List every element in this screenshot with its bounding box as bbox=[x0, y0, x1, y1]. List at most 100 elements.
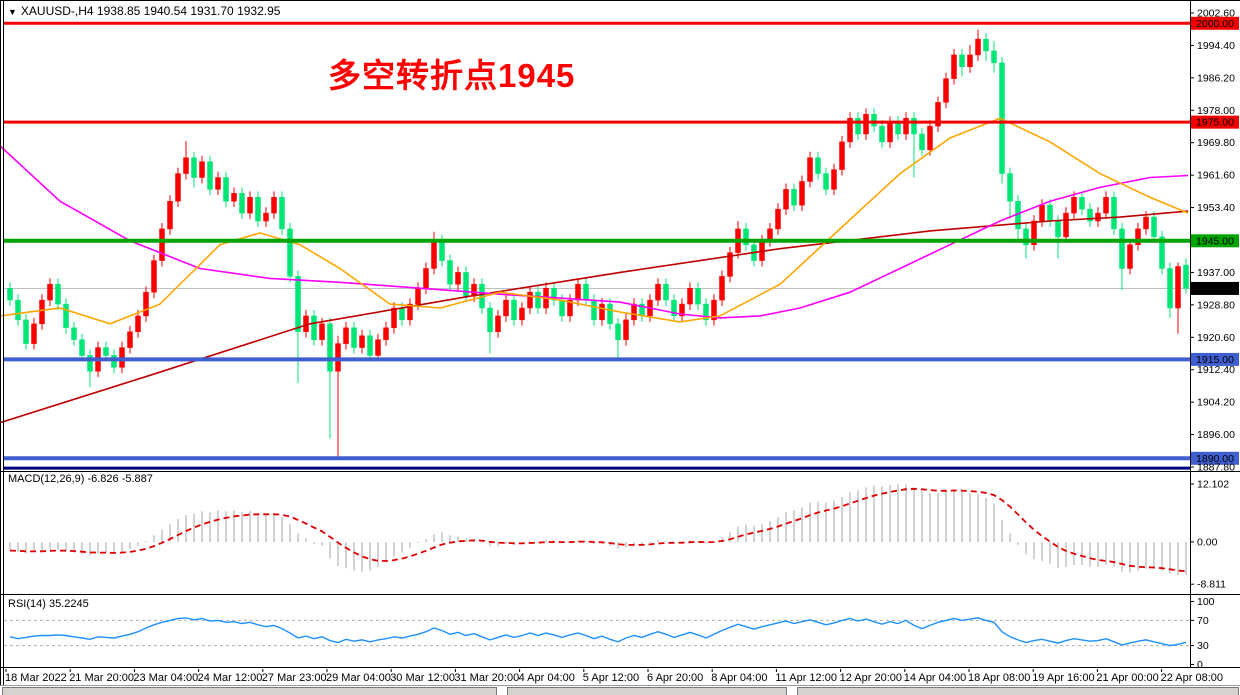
candle-body bbox=[775, 208, 781, 230]
macd-histogram-bar bbox=[1089, 542, 1091, 567]
macd-histogram-bar bbox=[745, 524, 747, 542]
macd-histogram-bar bbox=[1161, 542, 1163, 571]
candle-body bbox=[943, 78, 949, 103]
time-axis-label: 29 Mar 04:00 bbox=[326, 672, 391, 684]
time-axis-label: 5 Apr 12:00 bbox=[583, 672, 639, 684]
candle-body bbox=[127, 331, 133, 348]
candle-body bbox=[703, 303, 709, 321]
candle-body bbox=[1079, 197, 1085, 210]
candle-body bbox=[1031, 220, 1037, 245]
chart-tab[interactable] bbox=[507, 687, 787, 695]
macd-histogram-bar bbox=[825, 502, 827, 542]
macd-histogram-bar bbox=[233, 510, 235, 542]
macd-histogram-bar bbox=[465, 538, 467, 542]
candle-body bbox=[55, 284, 61, 305]
candle-body bbox=[863, 113, 869, 135]
rsi-line bbox=[9, 617, 1187, 647]
price-tick-label: 1994.40 bbox=[1197, 40, 1235, 52]
price-tick-label: 2002.60 bbox=[1197, 8, 1235, 20]
candle-body bbox=[207, 161, 213, 190]
current-price-badge bbox=[1191, 281, 1239, 295]
macd-histogram-bar bbox=[17, 542, 19, 552]
macd-histogram-bar bbox=[225, 511, 227, 542]
macd-histogram-bar bbox=[873, 485, 875, 542]
candle-body bbox=[199, 161, 205, 178]
macd-histogram-bar bbox=[449, 535, 451, 542]
time-axis-label: 24 Mar 12:00 bbox=[198, 672, 263, 684]
macd-histogram-bar bbox=[433, 534, 435, 542]
time-axis-label: 31 Mar 20:00 bbox=[454, 672, 519, 684]
candle-body bbox=[559, 299, 565, 317]
candle-body bbox=[367, 335, 373, 356]
candle-body bbox=[799, 181, 805, 206]
macd-histogram-bar bbox=[409, 542, 411, 548]
macd-histogram-bar bbox=[705, 542, 707, 544]
time-axis-label: 14 Apr 04:00 bbox=[904, 672, 966, 684]
candle-body bbox=[191, 157, 197, 178]
candle-body bbox=[1167, 268, 1173, 309]
candle-body bbox=[503, 299, 509, 317]
macd-histogram-bar bbox=[241, 511, 243, 542]
candle-body bbox=[967, 54, 973, 68]
candle-body bbox=[583, 284, 589, 301]
candle-body bbox=[431, 240, 437, 269]
macd-histogram-bar bbox=[257, 513, 259, 542]
candle-body bbox=[831, 169, 837, 190]
macd-histogram-bar bbox=[1121, 542, 1123, 572]
candle-body bbox=[671, 299, 677, 317]
chart-tab[interactable] bbox=[2, 687, 497, 695]
macd-histogram-bar bbox=[353, 542, 355, 571]
candle-body bbox=[511, 299, 517, 321]
macd-histogram-bar bbox=[1113, 542, 1115, 567]
candle-body bbox=[575, 284, 581, 301]
time-axis-label: 18 Apr 08:00 bbox=[968, 672, 1030, 684]
chart-tab[interactable] bbox=[797, 687, 1239, 695]
macd-histogram-bar bbox=[1025, 542, 1027, 555]
macd-histogram-bar bbox=[969, 493, 971, 542]
price-level-badge bbox=[1191, 352, 1239, 366]
candle-body bbox=[135, 315, 141, 332]
time-axis-label: 19 Apr 16:00 bbox=[1032, 672, 1094, 684]
candle-body bbox=[175, 173, 181, 202]
symbol-dropdown-icon[interactable]: ▼ bbox=[8, 7, 17, 17]
candle-body bbox=[487, 307, 493, 332]
candle-body bbox=[167, 200, 173, 230]
macd-histogram-bar bbox=[185, 515, 187, 542]
macd-histogram-bar bbox=[649, 542, 651, 543]
macd-histogram-bar bbox=[425, 539, 427, 542]
macd-histogram-bar bbox=[81, 542, 83, 554]
candle-body bbox=[919, 133, 925, 151]
candle-body bbox=[1071, 197, 1077, 214]
macd-histogram-bar bbox=[497, 542, 499, 547]
candle-body bbox=[151, 260, 157, 293]
macd-histogram-bar bbox=[897, 484, 899, 542]
candle-body bbox=[399, 307, 405, 321]
macd-histogram-bar bbox=[161, 529, 163, 542]
price-level-badge-label: 1945.00 bbox=[1196, 235, 1234, 247]
macd-histogram-bar bbox=[769, 520, 771, 542]
candle-body bbox=[743, 228, 749, 245]
macd-histogram-bar bbox=[881, 486, 883, 542]
price-tick-label: 1961.60 bbox=[1197, 170, 1235, 182]
rsi-tick-label: 70 bbox=[1197, 615, 1209, 627]
macd-histogram-bar bbox=[961, 491, 963, 542]
time-axis-label: 8 Apr 04:00 bbox=[711, 672, 767, 684]
macd-histogram-bar bbox=[177, 518, 179, 542]
macd-histogram-bar bbox=[585, 541, 587, 543]
candle-body bbox=[295, 276, 301, 332]
candle-body bbox=[63, 303, 69, 329]
macd-histogram-bar bbox=[89, 542, 91, 556]
macd-histogram-bar bbox=[641, 542, 643, 545]
time-axis-label: 6 Apr 20:00 bbox=[647, 672, 703, 684]
candle-body bbox=[79, 339, 85, 356]
time-axis-label: 27 Mar 23:00 bbox=[262, 672, 327, 684]
macd-histogram-bar bbox=[441, 532, 443, 542]
price-level-badge-label: 2000.00 bbox=[1196, 18, 1234, 30]
macd-histogram-bar bbox=[457, 536, 459, 542]
candle-body bbox=[103, 347, 109, 356]
candle-body bbox=[791, 189, 797, 206]
macd-histogram-bar bbox=[985, 497, 987, 542]
macd-histogram-bar bbox=[665, 540, 667, 542]
